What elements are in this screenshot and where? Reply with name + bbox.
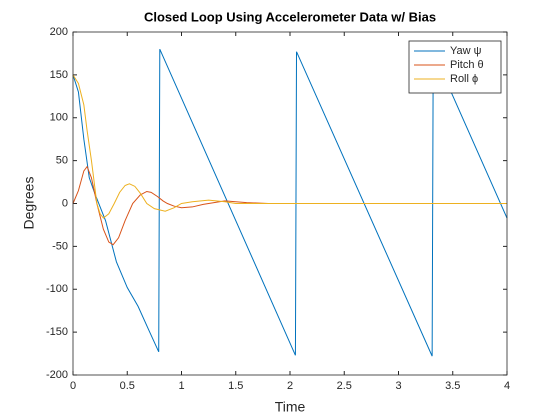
- series-line: [72, 74, 507, 219]
- series-line: [72, 48, 508, 357]
- legend-box: [408, 40, 502, 94]
- x-tick-label: 2.5: [337, 380, 352, 392]
- y-tick-label: -200: [46, 369, 68, 381]
- y-tick-label: 50: [56, 155, 68, 167]
- y-tick-label: 0: [62, 197, 68, 209]
- x-tick-label: 1: [178, 380, 184, 392]
- y-axis-label: Degrees: [21, 177, 37, 230]
- x-tick-label: 3.5: [445, 380, 460, 392]
- legend-label: Pitch θ: [450, 59, 484, 71]
- y-tick-label: -100: [46, 283, 68, 295]
- chart-title: Closed Loop Using Accelerometer Data w/ …: [144, 9, 436, 24]
- y-tick-label: 200: [50, 26, 68, 38]
- x-tick-label: 2: [287, 380, 293, 392]
- legend-label: Yaw ψ: [450, 45, 482, 57]
- axes-box: [72, 31, 508, 376]
- y-tick-label: -50: [52, 240, 68, 252]
- y-tick-label: 150: [50, 69, 68, 81]
- x-tick-label: 0: [70, 380, 76, 392]
- x-tick-label: 3: [395, 380, 401, 392]
- x-tick-label: 4: [504, 380, 510, 392]
- y-tick-label: -150: [46, 326, 68, 338]
- x-tick-label: 0.5: [120, 380, 135, 392]
- x-tick-label: 1.5: [228, 380, 243, 392]
- y-tick-label: 100: [50, 112, 68, 124]
- legend-label: Roll ϕ: [450, 73, 478, 85]
- x-axis-label: Time: [275, 399, 306, 415]
